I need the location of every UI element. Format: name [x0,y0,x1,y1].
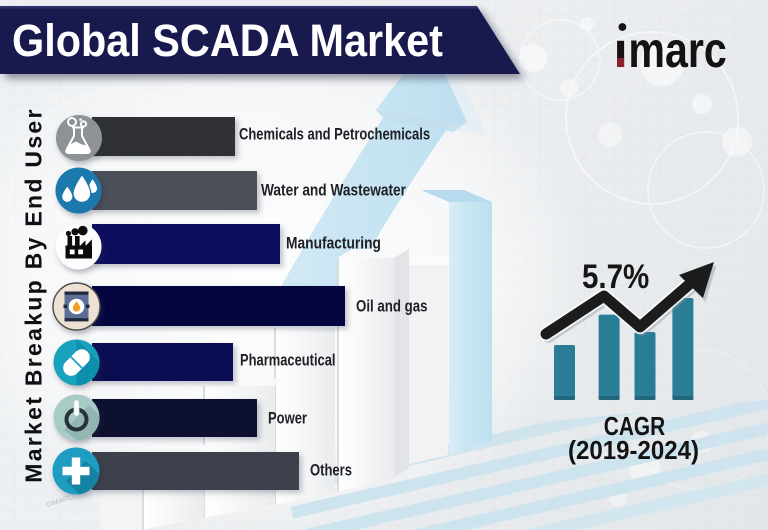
svg-text:marc: marc [628,22,726,73]
